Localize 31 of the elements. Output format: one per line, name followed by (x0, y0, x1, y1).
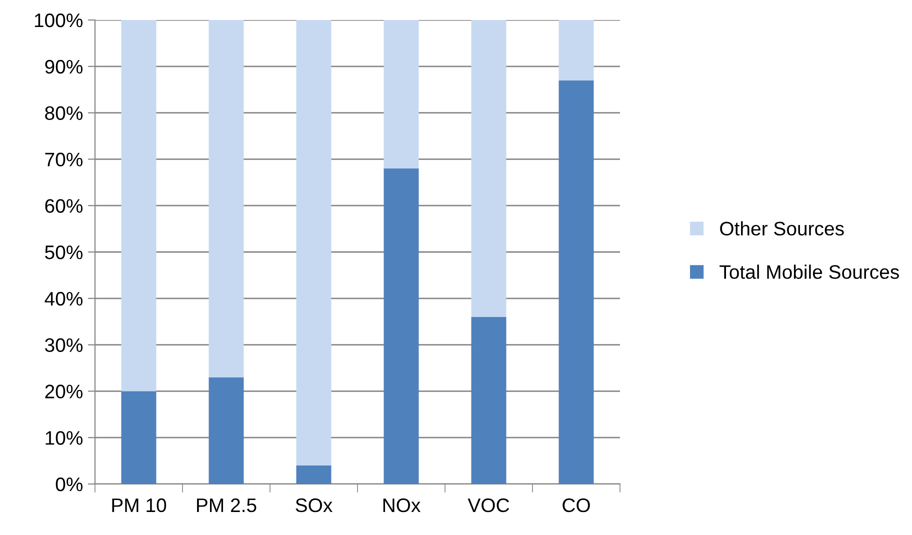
y-tick-label: 70% (45, 152, 83, 166)
y-tick-label: 80% (45, 106, 83, 120)
bar (208, 377, 244, 484)
y-tick-label: 20% (45, 384, 83, 398)
bar (471, 20, 506, 317)
y-tick-label: 30% (45, 338, 83, 352)
bar (296, 465, 332, 484)
y-tick-label: 40% (44, 292, 83, 306)
x-tick-label: NOx (383, 498, 420, 512)
bar (558, 20, 594, 80)
y-tick-label: 0% (56, 477, 83, 492)
y-tick-label: 10% (46, 431, 83, 445)
bar (121, 20, 156, 392)
y-tick-label: 90% (45, 60, 83, 74)
legend-label: Other Sources (720, 221, 844, 236)
bar (558, 80, 594, 484)
bar (471, 316, 506, 484)
y-tick-label: 50% (45, 245, 83, 260)
y-tick-label: 60% (45, 199, 83, 213)
x-tick-label: PM 10 (112, 498, 166, 512)
x-tick-label: SOx (296, 498, 332, 512)
bar (384, 20, 419, 168)
x-tick-label: VOC (468, 498, 510, 512)
legend-label: Total Mobile Sources (720, 264, 899, 279)
x-tick-label: CO (562, 498, 590, 512)
y-tick-label: 100% (34, 13, 83, 28)
bar (121, 391, 156, 484)
bar (384, 168, 419, 484)
x-tick-label: PM 2.5 (197, 498, 256, 512)
bar (208, 20, 244, 378)
bar (296, 20, 332, 466)
